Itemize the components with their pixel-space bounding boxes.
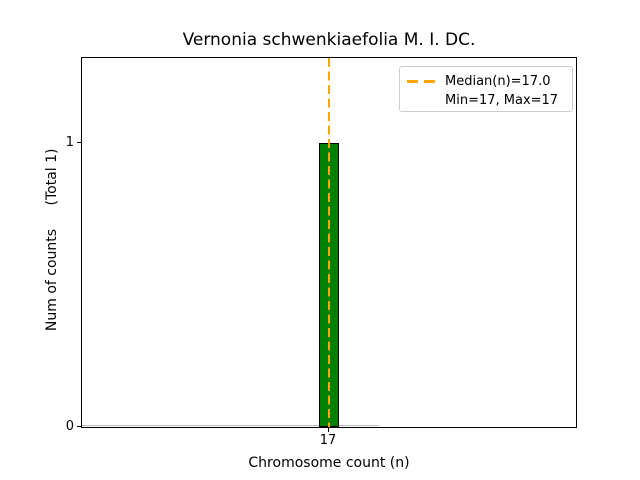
plot-area — [81, 57, 577, 428]
y-tick-label-1: 1 — [65, 135, 74, 150]
x-axis-label: Chromosome count (n) — [248, 455, 410, 471]
legend-entry-median: Median(n)=17.0 — [407, 72, 566, 91]
y-tick-label-0: 0 — [65, 419, 74, 434]
chart-title: Vernonia schwenkiaefolia M. I. DC. — [182, 30, 476, 50]
median-line-legend-sample-icon — [407, 80, 437, 83]
zero-height-bins-baseline — [82, 425, 379, 426]
y-tick-mark-0 — [77, 426, 81, 427]
legend-entry-minmax: Min=17, Max=17 — [407, 91, 566, 110]
y-axis-label: Num of counts — [44, 228, 60, 332]
y-axis-label-total-note: (Total 1) — [44, 148, 60, 206]
y-tick-mark-1 — [77, 142, 81, 143]
legend: Median(n)=17.0 Min=17, Max=17 — [399, 66, 573, 112]
legend-minmax-label: Min=17, Max=17 — [445, 93, 559, 108]
x-tick-label: 17 — [319, 433, 337, 448]
legend-median-label: Median(n)=17.0 — [445, 74, 551, 89]
x-tick-mark — [328, 428, 329, 432]
median-dashed-line — [328, 58, 330, 427]
